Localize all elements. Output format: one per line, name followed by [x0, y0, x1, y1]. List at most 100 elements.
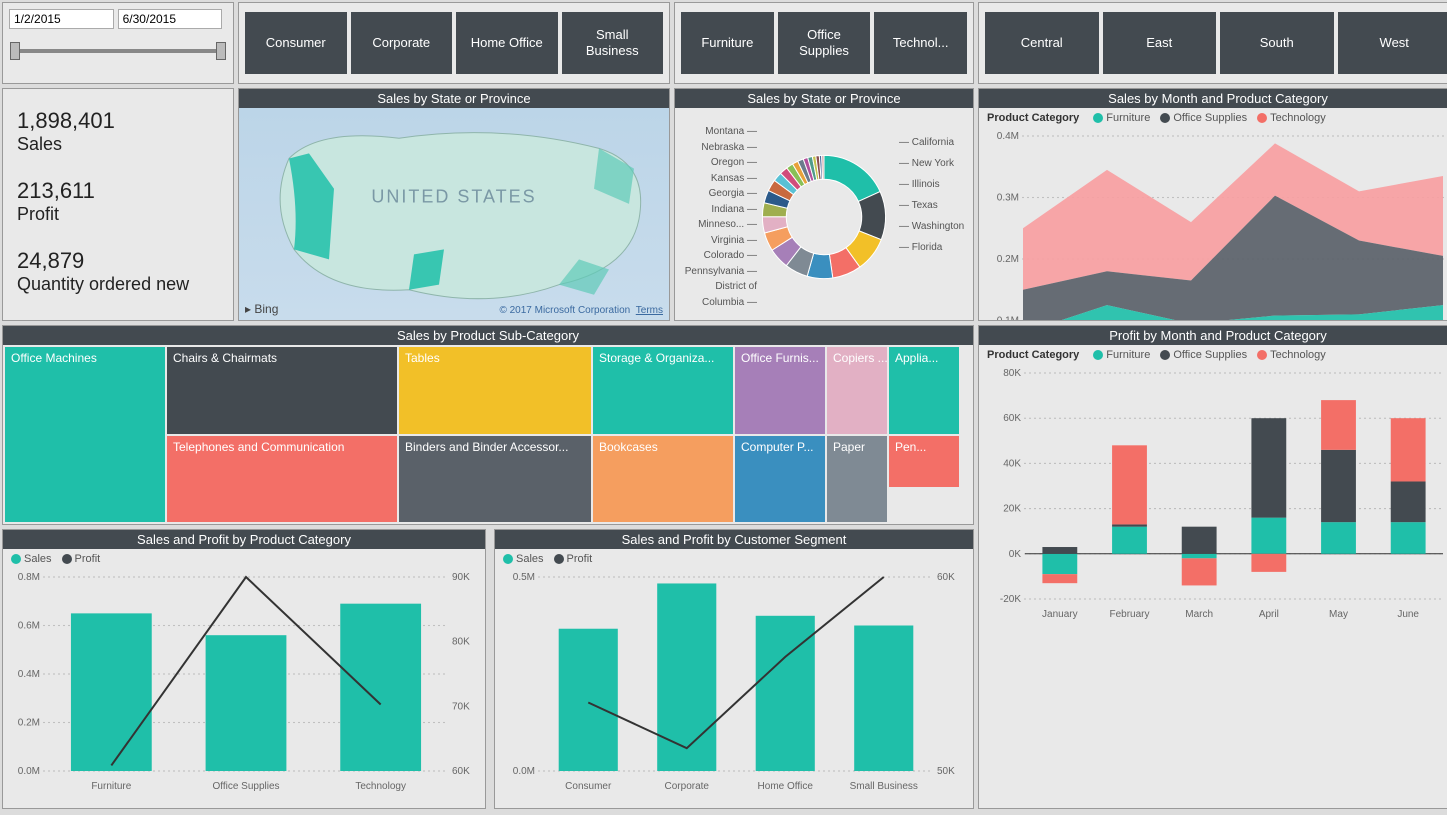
- kpi-profit-value: 213,611: [17, 178, 219, 204]
- svg-text:0.1M: 0.1M: [997, 316, 1019, 321]
- combo-a-visual[interactable]: Sales Profit 0.0M0.2M0.4M0.6M0.8M60K70K8…: [3, 549, 485, 808]
- bing-logo: ▸ Bing: [245, 302, 278, 316]
- slicer-btn-technol-[interactable]: Technol...: [874, 12, 967, 74]
- slicer-btn-home-office[interactable]: Home Office: [456, 12, 558, 74]
- region-slicer: CentralEastSouthWest: [978, 2, 1447, 84]
- svg-text:Furniture: Furniture: [91, 781, 131, 792]
- donut-labels-right: — California— New York— Illinois— Texas—…: [899, 132, 969, 258]
- treemap-tile[interactable]: Tables: [399, 347, 591, 434]
- svg-text:0.0M: 0.0M: [18, 766, 40, 777]
- svg-text:0.4M: 0.4M: [997, 131, 1019, 142]
- svg-text:Corporate: Corporate: [665, 781, 710, 792]
- combo-b-panel: Sales and Profit by Customer Segment Sal…: [494, 529, 974, 809]
- dashboard-root: ConsumerCorporateHome OfficeSmall Busine…: [0, 0, 1447, 811]
- svg-text:0.8M: 0.8M: [18, 572, 40, 583]
- area-legend: Product Category Furniture Office Suppli…: [979, 108, 1447, 128]
- svg-text:April: April: [1259, 609, 1279, 620]
- kpi-qty-value: 24,879: [17, 248, 219, 274]
- kpi-sales-value: 1,898,401: [17, 108, 219, 134]
- svg-text:0.2M: 0.2M: [18, 718, 40, 729]
- combo-a-title: Sales and Profit by Product Category: [3, 530, 485, 549]
- combo-b-title: Sales and Profit by Customer Segment: [495, 530, 973, 549]
- treemap-tile[interactable]: Telephones and Communication: [167, 436, 397, 523]
- combo-b-visual[interactable]: Sales Profit 0.0M0.5M50K60KConsumerCorpo…: [495, 549, 973, 808]
- stacked-visual[interactable]: Product Category Furniture Office Suppli…: [979, 345, 1447, 808]
- svg-text:90K: 90K: [452, 572, 470, 583]
- slicer-btn-corporate[interactable]: Corporate: [351, 12, 453, 74]
- slicer-btn-office-supplies[interactable]: Office Supplies: [778, 12, 871, 74]
- stacked-title: Profit by Month and Product Category: [979, 326, 1447, 345]
- map-panel: Sales by State or Province UNITED STATES…: [238, 88, 670, 321]
- svg-text:60K: 60K: [452, 766, 470, 777]
- stacked-panel: Profit by Month and Product Category Pro…: [978, 325, 1447, 809]
- treemap-tile[interactable]: Computer P...: [735, 436, 825, 523]
- kpi-panel: 1,898,401 Sales 213,611 Profit 24,879 Qu…: [2, 88, 234, 321]
- svg-text:0.4M: 0.4M: [18, 669, 40, 680]
- donut-visual[interactable]: Montana —Nebraska —Oregon —Kansas —Georg…: [675, 108, 973, 320]
- treemap-panel: Sales by Product Sub-Category Office Mac…: [2, 325, 974, 525]
- map-title: Sales by State or Province: [239, 89, 669, 108]
- map-center-label: UNITED STATES: [371, 187, 536, 208]
- svg-text:Technology: Technology: [355, 781, 406, 792]
- treemap-tile[interactable]: Pen...: [889, 436, 959, 488]
- treemap-title: Sales by Product Sub-Category: [3, 326, 973, 345]
- svg-text:-20K: -20K: [1000, 594, 1021, 605]
- svg-text:0.6M: 0.6M: [18, 621, 40, 632]
- area-panel: Sales by Month and Product Category Prod…: [978, 88, 1447, 321]
- area-title: Sales by Month and Product Category: [979, 89, 1447, 108]
- svg-text:0.3M: 0.3M: [997, 193, 1019, 204]
- svg-text:60K: 60K: [1003, 413, 1021, 424]
- svg-text:May: May: [1329, 609, 1348, 620]
- svg-text:January: January: [1042, 609, 1078, 620]
- date-slider[interactable]: [15, 49, 221, 53]
- category-slicer: FurnitureOffice SuppliesTechnol...: [674, 2, 974, 84]
- slider-handle-left[interactable]: [10, 42, 20, 60]
- svg-text:February: February: [1109, 609, 1149, 620]
- treemap-tile[interactable]: Paper: [827, 436, 887, 523]
- terms-link[interactable]: Terms: [636, 305, 663, 316]
- treemap-tile[interactable]: Copiers ...: [827, 347, 887, 434]
- treemap-tile[interactable]: Bookcases: [593, 436, 733, 523]
- svg-text:0.5M: 0.5M: [513, 572, 535, 583]
- treemap-tile[interactable]: Applia...: [889, 347, 959, 434]
- donut-labels-left: Montana —Nebraska —Oregon —Kansas —Georg…: [679, 124, 757, 310]
- treemap-tile[interactable]: Office Furnis...: [735, 347, 825, 434]
- kpi-profit-label: Profit: [17, 204, 219, 225]
- stacked-legend: Product Category Furniture Office Suppli…: [979, 345, 1447, 365]
- svg-text:0K: 0K: [1009, 549, 1022, 560]
- treemap-tile[interactable]: Office Machines: [5, 347, 165, 522]
- svg-text:70K: 70K: [452, 701, 470, 712]
- donut-panel: Sales by State or Province Montana —Nebr…: [674, 88, 974, 321]
- slicer-btn-furniture[interactable]: Furniture: [681, 12, 774, 74]
- svg-text:Office Supplies: Office Supplies: [212, 781, 279, 792]
- treemap-tile[interactable]: Storage & Organiza...: [593, 347, 733, 434]
- treemap-tile[interactable]: Chairs & Chairmats: [167, 347, 397, 434]
- date-to-input[interactable]: [118, 9, 223, 29]
- slicer-btn-small-business[interactable]: Small Business: [562, 12, 664, 74]
- combo-a-panel: Sales and Profit by Product Category Sal…: [2, 529, 486, 809]
- date-from-input[interactable]: [9, 9, 114, 29]
- slider-handle-right[interactable]: [216, 42, 226, 60]
- kpi-sales-label: Sales: [17, 134, 219, 155]
- svg-text:80K: 80K: [1003, 368, 1021, 379]
- combo-a-legend: Sales Profit: [3, 549, 485, 569]
- map-visual[interactable]: UNITED STATES ▸ Bing © 2017 Microsoft Co…: [239, 108, 669, 320]
- slicer-btn-east[interactable]: East: [1103, 12, 1217, 74]
- donut-title: Sales by State or Province: [675, 89, 973, 108]
- slicer-btn-south[interactable]: South: [1220, 12, 1334, 74]
- slicer-btn-west[interactable]: West: [1338, 12, 1447, 74]
- combo-b-legend: Sales Profit: [495, 549, 973, 569]
- svg-text:60K: 60K: [937, 572, 955, 583]
- svg-text:40K: 40K: [1003, 458, 1021, 469]
- date-range-filter: [2, 2, 234, 84]
- area-visual[interactable]: Product Category Furniture Office Suppli…: [979, 108, 1447, 320]
- slicer-btn-consumer[interactable]: Consumer: [245, 12, 347, 74]
- svg-text:Small Business: Small Business: [850, 781, 918, 792]
- map-copyright: © 2017 Microsoft Corporation Terms: [499, 305, 663, 316]
- treemap-tile[interactable]: Binders and Binder Accessor...: [399, 436, 591, 523]
- svg-text:50K: 50K: [937, 766, 955, 777]
- slicer-btn-central[interactable]: Central: [985, 12, 1099, 74]
- svg-text:0.2M: 0.2M: [997, 254, 1019, 265]
- treemap-visual[interactable]: Office MachinesChairs & ChairmatsTelepho…: [3, 345, 973, 524]
- kpi-qty-label: Quantity ordered new: [17, 274, 219, 295]
